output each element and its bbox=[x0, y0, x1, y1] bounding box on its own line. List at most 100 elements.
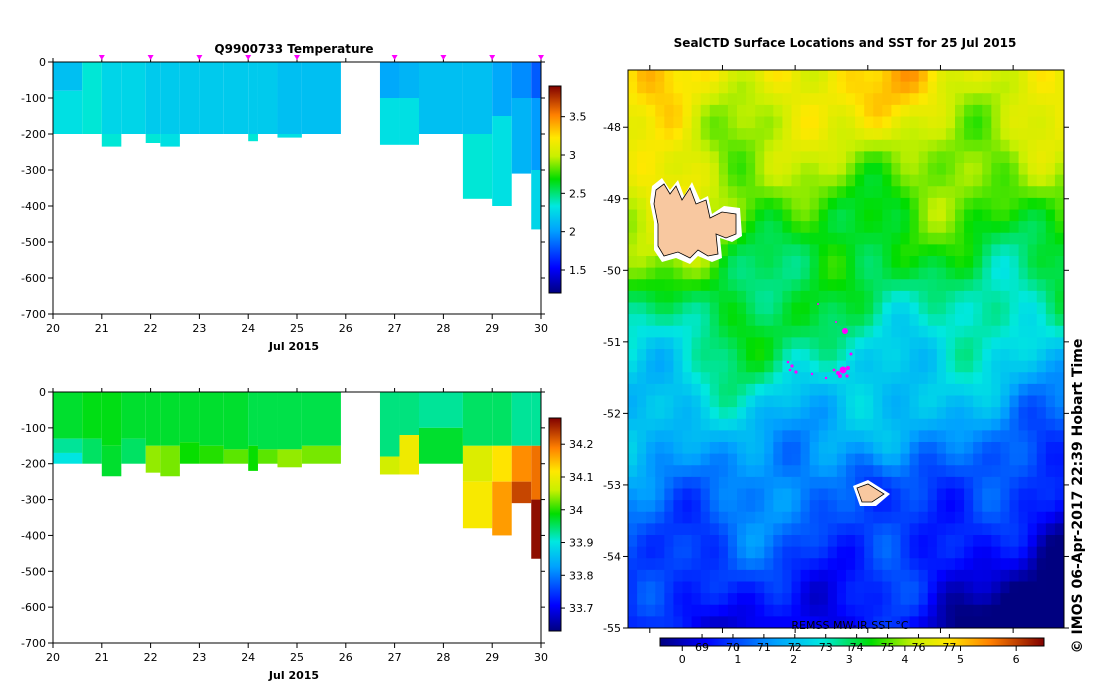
sst-cell bbox=[1054, 500, 1064, 513]
sst-cell bbox=[782, 383, 793, 397]
sst-cell bbox=[900, 325, 911, 338]
profile-cell bbox=[399, 62, 419, 98]
sst-cell bbox=[1018, 104, 1029, 118]
sst-cell bbox=[918, 442, 929, 455]
sst-cell bbox=[1009, 267, 1020, 280]
sst-cell bbox=[873, 476, 883, 490]
sst-cell bbox=[782, 511, 793, 524]
sst-cell bbox=[664, 465, 675, 478]
sst-cell bbox=[818, 116, 829, 129]
sst-cell bbox=[1045, 116, 1056, 129]
sst-cell bbox=[655, 604, 665, 617]
sst-cell bbox=[1018, 360, 1029, 373]
sst-cell bbox=[727, 523, 738, 536]
sst-cell bbox=[909, 174, 920, 187]
sst-cell bbox=[909, 546, 920, 559]
sst-cell bbox=[773, 442, 784, 455]
sst-cell bbox=[964, 476, 974, 490]
sst-cell bbox=[628, 70, 638, 83]
sst-cell bbox=[855, 476, 865, 490]
sst-cell bbox=[1018, 476, 1029, 490]
sst-cell bbox=[1036, 500, 1047, 513]
sst-cell bbox=[1054, 453, 1064, 466]
sst-cell bbox=[1009, 418, 1020, 431]
sst-cell bbox=[646, 500, 656, 513]
sst-cell bbox=[709, 488, 720, 501]
sst-cell bbox=[791, 221, 802, 234]
sst-cell bbox=[673, 604, 684, 617]
sst-tick-label-celsius: 0 bbox=[679, 653, 686, 666]
sst-cell bbox=[691, 81, 702, 94]
sst-cell bbox=[727, 290, 738, 304]
sst-cell bbox=[773, 70, 784, 83]
sst-cell bbox=[1036, 279, 1047, 292]
sst-cell bbox=[973, 604, 983, 617]
sst-cell bbox=[873, 407, 883, 420]
sst-cell bbox=[1018, 128, 1029, 141]
sst-cell bbox=[964, 197, 974, 211]
profile-cell bbox=[462, 62, 493, 134]
sst-cell bbox=[827, 104, 838, 118]
sst-cell bbox=[936, 116, 947, 129]
sst-cell bbox=[982, 442, 992, 455]
sst-cell bbox=[1036, 290, 1047, 304]
sst-cell bbox=[646, 325, 656, 338]
sst-cell bbox=[682, 337, 693, 350]
sst-cell bbox=[1018, 302, 1029, 315]
sst-cell bbox=[982, 593, 992, 606]
sst-cell bbox=[927, 279, 938, 292]
sst-cell bbox=[700, 151, 711, 164]
sst-cell bbox=[955, 360, 965, 373]
sst-cell bbox=[846, 209, 856, 222]
sst-cell bbox=[673, 581, 684, 594]
sst-cell bbox=[764, 569, 774, 583]
sst-cell bbox=[909, 244, 920, 257]
sst-cell bbox=[1027, 163, 1038, 176]
sst-cell bbox=[673, 558, 684, 571]
sst-cell bbox=[836, 70, 847, 83]
sst-cell bbox=[664, 360, 675, 373]
sst-cell bbox=[927, 81, 938, 94]
sst-cell bbox=[836, 290, 847, 304]
sst-cell bbox=[764, 500, 774, 513]
sst-cell bbox=[800, 418, 811, 431]
sst-cell bbox=[700, 337, 711, 350]
sst-cell bbox=[782, 418, 793, 431]
sst-cell bbox=[1009, 279, 1020, 292]
sst-cell bbox=[737, 151, 747, 164]
colorbar-tick-label: 2 bbox=[569, 226, 576, 239]
sst-cell bbox=[718, 186, 729, 199]
sst-cell bbox=[982, 116, 992, 129]
sst-cell bbox=[864, 209, 874, 222]
sst-cell bbox=[973, 81, 983, 94]
sst-cell bbox=[936, 511, 947, 524]
sst-cell bbox=[664, 488, 675, 501]
sst-cell bbox=[1054, 267, 1064, 280]
sst-cell bbox=[727, 244, 738, 257]
sst-cell bbox=[1009, 302, 1020, 315]
sst-cell bbox=[637, 407, 647, 420]
profile-cell bbox=[531, 499, 541, 559]
sst-cell bbox=[927, 139, 938, 152]
x-tick-label: 30 bbox=[534, 651, 548, 664]
sst-cell bbox=[1018, 290, 1029, 304]
sst-cell bbox=[855, 407, 865, 420]
sst-cell bbox=[900, 488, 911, 501]
sst-cell bbox=[655, 290, 665, 304]
sst-cell bbox=[973, 279, 983, 292]
sst-cell bbox=[673, 139, 684, 152]
sst-cell bbox=[818, 604, 829, 617]
profile-cell bbox=[53, 62, 83, 91]
sst-cell bbox=[1036, 453, 1047, 466]
sst-cell bbox=[945, 232, 956, 245]
sst-cell bbox=[882, 197, 893, 211]
sst-cell bbox=[973, 174, 983, 187]
sst-cell bbox=[864, 221, 874, 234]
sst-cell bbox=[936, 337, 947, 350]
sst-cell bbox=[1045, 232, 1056, 245]
sst-cell bbox=[800, 535, 811, 548]
sst-cell bbox=[737, 128, 747, 141]
sst-cell bbox=[1054, 395, 1064, 408]
sst-cell bbox=[991, 314, 1002, 327]
sst-cell bbox=[855, 360, 865, 373]
